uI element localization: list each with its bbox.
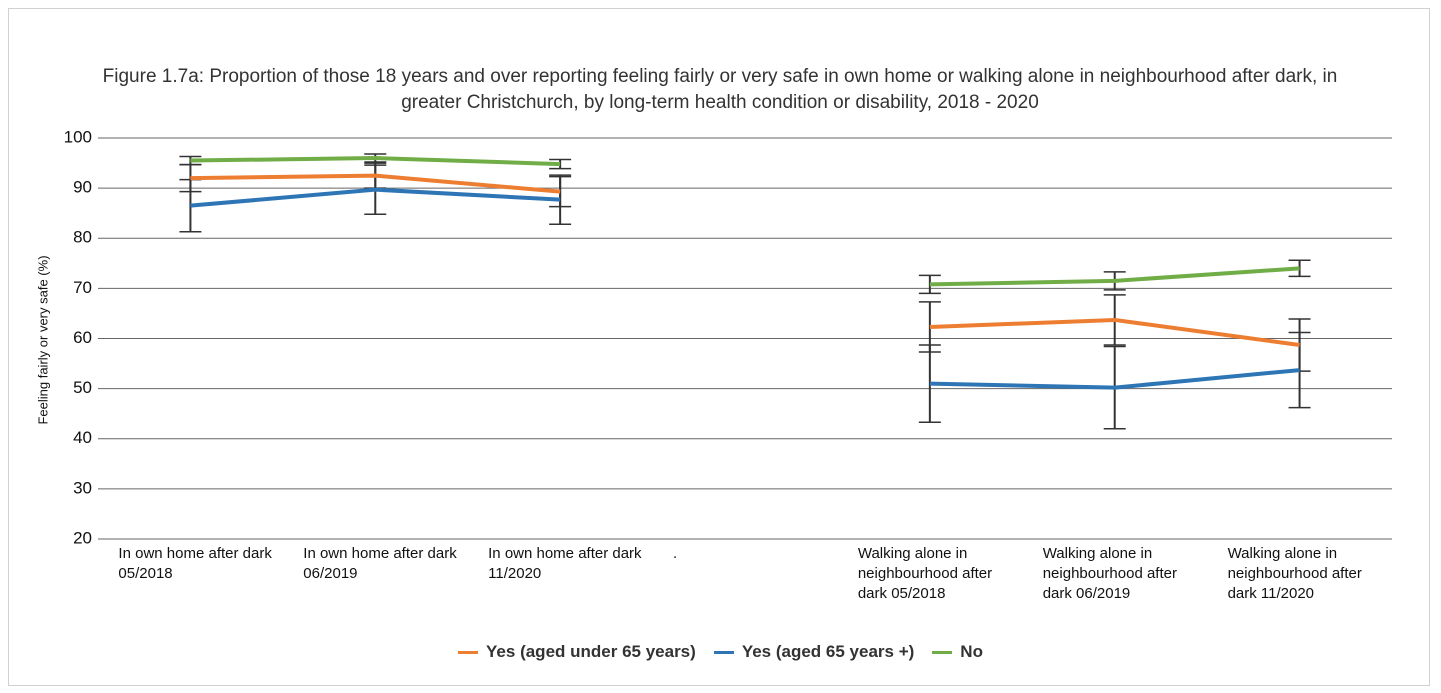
x-tick-label: In own home after dark 06/2019 <box>303 545 457 582</box>
legend-swatch <box>458 650 479 654</box>
series-line <box>190 173 1300 347</box>
legend-swatch <box>713 650 734 654</box>
legend-item: Yes (aged under 65 years) <box>458 642 696 662</box>
frame <box>8 8 1430 686</box>
x-tick-label: . <box>673 545 678 562</box>
y-tick-label: 90 <box>73 178 92 197</box>
x-tick-label: Walking alone in neighbourhood after dar… <box>1042 545 1177 602</box>
legend-item: No <box>932 642 983 662</box>
legend-swatch <box>932 650 953 654</box>
y-tick-label: 60 <box>73 328 92 347</box>
legend-label: Yes (aged 65 years +) <box>741 642 915 661</box>
y-tick-label: 50 <box>73 378 92 397</box>
legend-label: Yes (aged under 65 years) <box>486 642 696 661</box>
chart-title: Figure 1.7a: Proportion of those 18 year… <box>102 66 1338 113</box>
legend: Yes (aged under 65 years) Yes (aged 65 ye… <box>0 642 1441 662</box>
x-tick-label: In own home after dark 11/2020 <box>488 545 642 582</box>
y-tick-label: 30 <box>73 478 92 497</box>
y-tick-label: 100 <box>64 127 92 146</box>
x-tick-label: Walking alone in neighbourhood after dar… <box>857 545 993 602</box>
y-tick-label: 20 <box>73 528 92 547</box>
series-line <box>190 156 1300 287</box>
y-axis-label: Feeling fairly or very safe (%) <box>35 255 50 424</box>
x-tick-label: Walking alone in neighbourhood after dar… <box>1227 545 1362 602</box>
x-tick-label: In own home after dark 05/2018 <box>118 545 272 582</box>
series-line <box>190 187 1300 390</box>
legend-label: No <box>960 642 983 661</box>
legend-item: Yes (aged 65 years +) <box>713 642 915 662</box>
y-tick-label: 70 <box>73 278 92 297</box>
y-tick-label: 40 <box>73 428 92 447</box>
y-tick-label: 80 <box>73 228 92 247</box>
